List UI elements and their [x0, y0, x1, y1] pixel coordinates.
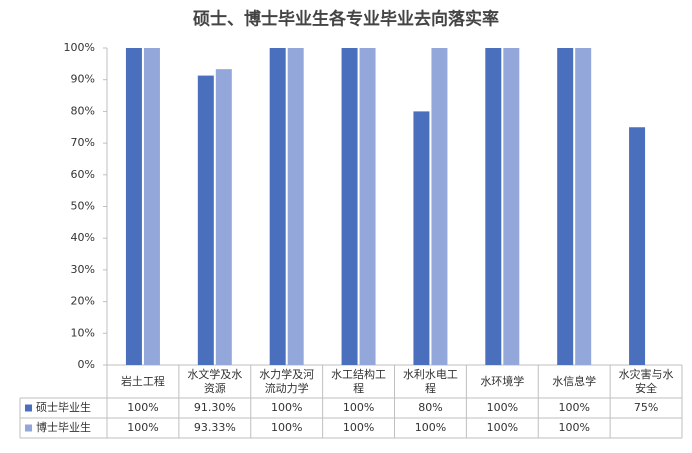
x-tick-label: 水工结构工程	[331, 367, 386, 395]
bar	[575, 48, 592, 365]
bar	[287, 48, 304, 365]
table-value: 75%	[634, 401, 658, 414]
legend-label: 硕士毕业生	[36, 400, 91, 414]
bar	[557, 48, 574, 365]
x-tick-label: 水环境学	[480, 374, 524, 388]
bar	[215, 69, 232, 366]
chart-title: 硕士、博士毕业生各专业毕业去向落实率	[193, 9, 499, 30]
bar	[503, 48, 520, 365]
bar	[269, 48, 286, 365]
legend-swatch	[25, 404, 32, 412]
table-value: 80%	[418, 401, 442, 414]
table-value: 100%	[487, 421, 518, 434]
bar	[341, 48, 358, 365]
y-tick-label: 40%	[71, 231, 95, 244]
table-value: 93.33%	[194, 421, 236, 434]
table-value: 100%	[415, 421, 446, 434]
table-value: 100%	[127, 401, 158, 414]
table-value: 100%	[558, 421, 589, 434]
table-value: 91.30%	[194, 401, 236, 414]
bar	[125, 48, 142, 365]
y-tick-label: 70%	[71, 136, 95, 149]
x-tick-label: 水文学及水资源	[187, 367, 242, 395]
y-tick-label: 100%	[64, 41, 95, 54]
legend-label: 博士毕业生	[36, 420, 91, 434]
y-tick-label: 20%	[71, 295, 95, 308]
bar	[359, 48, 376, 365]
y-tick-label: 50%	[71, 200, 95, 213]
bar	[197, 75, 214, 365]
x-tick-label: 岩土工程	[121, 374, 165, 388]
x-tick-label: 水力学及河流动力学	[259, 367, 314, 395]
bar	[629, 127, 646, 365]
y-tick-label: 60%	[71, 168, 95, 181]
bar	[413, 111, 430, 366]
bar	[143, 48, 160, 365]
y-tick-label: 30%	[71, 263, 95, 276]
x-tick-label: 水利水电工程	[403, 368, 458, 395]
table-value: 100%	[127, 421, 158, 434]
table-value: 100%	[343, 401, 374, 414]
table-value: 100%	[271, 421, 302, 434]
bar	[431, 48, 448, 365]
y-tick-label: 90%	[71, 73, 95, 86]
y-tick-label: 10%	[71, 326, 95, 339]
table-value: 100%	[343, 421, 374, 434]
y-tick-label: 80%	[71, 104, 95, 117]
table-value: 100%	[558, 401, 589, 414]
y-tick-label: 0%	[78, 358, 95, 371]
bar	[485, 48, 502, 365]
x-tick-label: 水信息学	[552, 374, 596, 388]
table-value: 100%	[271, 401, 302, 414]
x-tick-label: 水灾害与水安全	[619, 367, 674, 395]
table-value: 100%	[487, 401, 518, 414]
legend-swatch	[25, 424, 32, 432]
